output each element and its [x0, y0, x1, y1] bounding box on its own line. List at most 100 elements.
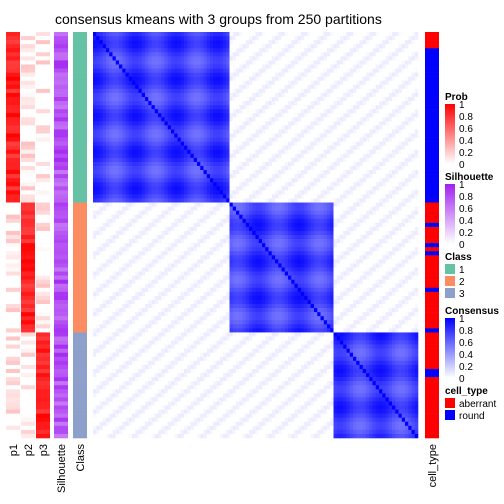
consensus-cell: [258, 190, 263, 195]
consensus-cell: [275, 60, 279, 65]
consensus-cell: [401, 84, 406, 90]
consensus-cell: [258, 157, 263, 163]
consensus-cell: [275, 174, 279, 179]
consensus-cell: [148, 145, 152, 151]
consensus-cell: [375, 96, 380, 102]
prob-cell-p1: [6, 218, 20, 224]
consensus-cell: [161, 178, 165, 183]
consensus-cell: [219, 101, 224, 106]
consensus-cell: [271, 105, 276, 110]
silhouette-cell: [54, 243, 68, 248]
consensus-cell: [265, 36, 269, 41]
consensus-cell: [281, 182, 286, 187]
consensus-cell: [275, 141, 279, 146]
consensus-cell: [369, 76, 373, 82]
consensus-cell: [275, 113, 279, 118]
consensus-cell: [265, 170, 269, 175]
consensus-cell: [356, 117, 360, 122]
consensus-cell: [190, 129, 195, 134]
consensus-cell: [229, 84, 234, 90]
consensus-cell: [301, 206, 305, 211]
consensus-cell: [281, 206, 286, 211]
consensus-cell: [151, 105, 156, 110]
consensus-cell: [197, 113, 201, 118]
consensus-cell: [379, 145, 383, 151]
consensus-cell: [223, 109, 227, 114]
consensus-cell: [252, 72, 256, 77]
consensus-cell: [167, 64, 172, 69]
consensus-cell: [388, 105, 393, 110]
consensus-cell: [226, 48, 230, 53]
consensus-cell: [258, 145, 263, 151]
class-cell: [73, 141, 87, 146]
consensus-cell: [284, 52, 289, 57]
consensus-cell: [301, 72, 305, 77]
consensus-cell: [382, 121, 386, 126]
consensus-cell: [109, 88, 113, 94]
consensus-cell: [239, 68, 243, 73]
consensus-cell: [366, 60, 370, 65]
consensus-cell: [353, 105, 357, 110]
consensus-cell: [343, 145, 347, 151]
consensus-cell: [115, 113, 120, 118]
consensus-cell: [125, 52, 130, 57]
consensus-cell: [291, 40, 295, 45]
consensus-cell: [408, 121, 412, 126]
consensus-cell: [164, 153, 169, 159]
consensus-cell: [141, 206, 146, 211]
consensus-cell: [294, 174, 299, 179]
consensus-cell: [288, 92, 292, 98]
consensus-cell: [122, 190, 126, 195]
consensus-cell: [278, 161, 282, 167]
consensus-cell: [379, 190, 383, 195]
consensus-cell: [323, 190, 328, 195]
consensus-cell: [167, 117, 172, 122]
consensus-cell: [252, 182, 256, 187]
class-cell: [73, 178, 87, 183]
consensus-cell: [408, 198, 412, 203]
consensus-cell: [366, 157, 370, 163]
prob-cell-p3: [36, 125, 50, 130]
consensus-cell: [223, 198, 227, 203]
consensus-cell: [359, 101, 364, 106]
consensus-cell: [119, 170, 123, 175]
consensus-cell: [93, 92, 97, 98]
consensus-cell: [219, 141, 224, 146]
class-cell: [73, 405, 87, 410]
consensus-cell: [343, 206, 347, 211]
consensus-cell: [281, 125, 286, 130]
consensus-cell: [411, 129, 416, 134]
consensus-cell: [193, 32, 198, 37]
consensus-cell: [284, 198, 289, 203]
consensus-cell: [362, 109, 367, 114]
consensus-cell: [236, 36, 240, 41]
consensus-cell: [213, 64, 217, 69]
consensus-cell: [336, 186, 341, 191]
consensus-cell: [346, 64, 351, 69]
consensus-cell: [307, 48, 312, 53]
consensus-cell: [310, 194, 315, 199]
consensus-cell: [301, 44, 305, 49]
consensus-cell: [229, 88, 234, 94]
consensus-cell: [268, 68, 273, 73]
consensus-cell: [106, 194, 110, 199]
consensus-cell: [193, 182, 198, 187]
consensus-cell: [362, 40, 367, 45]
consensus-cell: [164, 80, 169, 86]
consensus-cell: [258, 165, 263, 171]
consensus-cell: [349, 84, 354, 90]
prob-cell-p2: [21, 206, 35, 211]
prob-cell-p3: [36, 206, 50, 211]
consensus-cell: [200, 60, 204, 65]
consensus-cell: [128, 133, 133, 138]
consensus-cell: [375, 174, 380, 179]
consensus-cell: [102, 141, 107, 146]
consensus-cell: [174, 145, 178, 151]
consensus-cell: [398, 125, 403, 130]
consensus-cell: [210, 202, 214, 207]
consensus-cell: [203, 153, 208, 159]
consensus-cell: [330, 52, 334, 57]
consensus-cell: [154, 210, 159, 215]
consensus-cell: [193, 44, 198, 49]
consensus-cell: [395, 109, 399, 114]
